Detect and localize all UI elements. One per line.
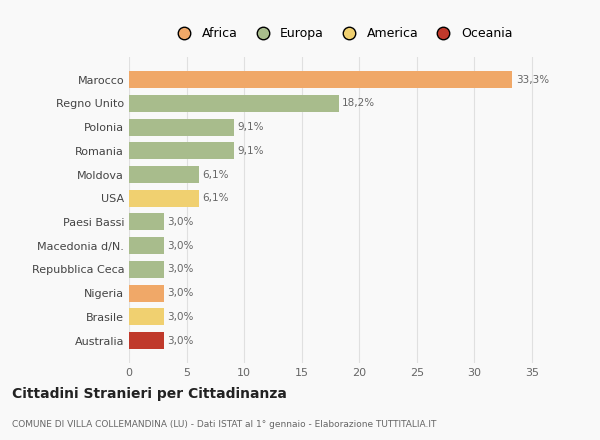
Bar [129, 332, 164, 349]
Bar [129, 261, 164, 278]
Legend: Africa, Europa, America, Oceania: Africa, Europa, America, Oceania [168, 24, 516, 44]
Text: 3,0%: 3,0% [167, 288, 193, 298]
Bar [129, 71, 512, 88]
Text: 9,1%: 9,1% [237, 122, 264, 132]
Text: COMUNE DI VILLA COLLEMANDINA (LU) - Dati ISTAT al 1° gennaio - Elaborazione TUTT: COMUNE DI VILLA COLLEMANDINA (LU) - Dati… [12, 420, 436, 429]
Text: 18,2%: 18,2% [342, 99, 375, 108]
Text: 3,0%: 3,0% [167, 264, 193, 275]
Text: Cittadini Stranieri per Cittadinanza: Cittadini Stranieri per Cittadinanza [12, 387, 287, 401]
Text: 3,0%: 3,0% [167, 312, 193, 322]
Text: 33,3%: 33,3% [516, 75, 549, 84]
Text: 6,1%: 6,1% [203, 169, 229, 180]
Bar [129, 213, 164, 231]
Bar [129, 118, 234, 136]
Bar [129, 190, 199, 207]
Text: 3,0%: 3,0% [167, 336, 193, 345]
Text: 9,1%: 9,1% [237, 146, 264, 156]
Bar [129, 166, 199, 183]
Bar [129, 95, 338, 112]
Bar [129, 285, 164, 302]
Bar [129, 308, 164, 325]
Text: 6,1%: 6,1% [203, 193, 229, 203]
Text: 3,0%: 3,0% [167, 241, 193, 251]
Bar [129, 142, 234, 159]
Text: 3,0%: 3,0% [167, 217, 193, 227]
Bar [129, 237, 164, 254]
